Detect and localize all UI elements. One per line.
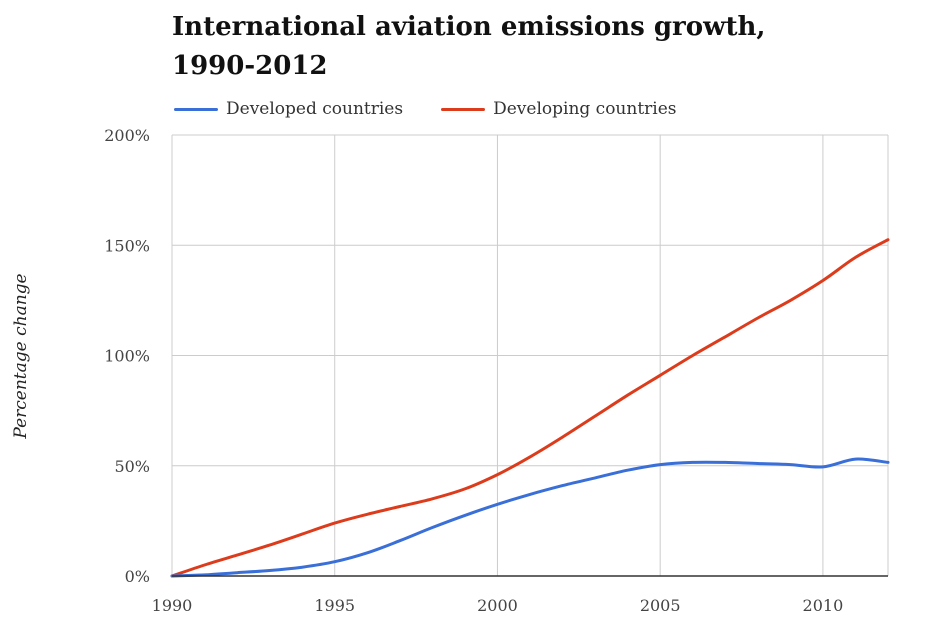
series-line-developing-countries <box>170 238 890 578</box>
x-tick-label: 2005 <box>640 596 681 615</box>
x-tick-label: 1995 <box>314 596 355 615</box>
chart-title: International aviation emissions growth,… <box>172 8 912 86</box>
legend-label-developed: Developed countries <box>226 99 404 119</box>
x-tick-label: 1990 <box>152 596 193 615</box>
y-tick-label: 150% <box>104 236 150 255</box>
chart-title-line-2: 1990-2012 <box>172 51 328 81</box>
legend-item-developed: Developed countries <box>174 99 403 119</box>
chart-title-line-1: International aviation emissions growth, <box>172 12 766 42</box>
x-tick-label: 2000 <box>477 596 518 615</box>
legend-swatch-developed <box>174 107 218 111</box>
y-tick-label: 200% <box>104 126 150 145</box>
legend-label-developing: Developing countries <box>493 99 677 119</box>
series-line-developed-countries <box>170 457 890 578</box>
y-tick-label: 100% <box>104 347 150 366</box>
y-tick-label: 50% <box>114 457 150 476</box>
legend-item-developing: Developing countries <box>441 99 677 119</box>
legend-swatch-developing <box>441 107 486 111</box>
y-tick-label: 0% <box>125 567 150 586</box>
chart-legend: Developed countries Developing countries <box>174 96 715 122</box>
x-tick-label: 2010 <box>803 596 844 615</box>
